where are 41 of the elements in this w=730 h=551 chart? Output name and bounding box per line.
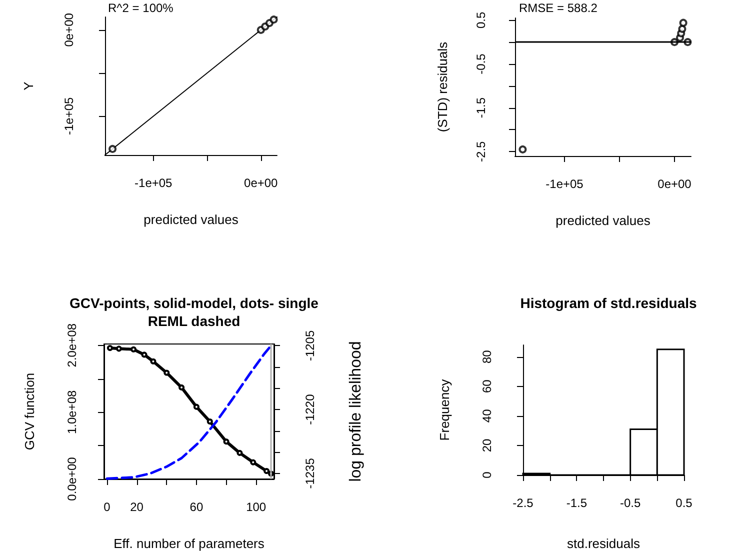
x-axis-title: predicted values	[144, 212, 239, 227]
y-tick-label: 40	[480, 408, 494, 423]
x-tick-label: 20	[130, 500, 144, 514]
y-tick-label: 0.0e+00	[65, 456, 79, 501]
x-tick-label: -1.5	[566, 496, 588, 510]
chart-title: Histogram of std.residuals	[520, 295, 698, 311]
y-tick-label: 2.0e+08	[65, 323, 79, 368]
y-tick-label: -0.5	[474, 53, 488, 74]
y-tick-label: -1.5	[474, 97, 488, 118]
y2-tick-label: -1220	[303, 394, 317, 425]
y2-tick-label: -1235	[303, 458, 317, 489]
x-tick-label: 0e+00	[658, 177, 692, 191]
x-axis-title: Eff. number of parameters	[114, 536, 265, 551]
y-tick-label: 0.5	[474, 12, 488, 29]
y-tick-label: 60	[480, 379, 494, 394]
x-tick-label: 0.5	[676, 496, 693, 510]
x-tick-label: -1e+05	[134, 176, 173, 190]
x-tick-label: -1e+05	[546, 177, 584, 191]
y-axis-title: Frequency	[437, 378, 452, 441]
y-tick-label: 80	[480, 350, 494, 364]
text: RMSE = 588.2	[519, 1, 598, 15]
y-tick-label: -2.5	[474, 140, 488, 162]
x-tick-label: 60	[190, 500, 204, 514]
y-tick-label: 0	[480, 471, 494, 478]
y-tick-label: 20	[480, 438, 494, 452]
y-axis-title: (STD) residuals	[435, 41, 450, 132]
x-tick-label: 0e+00	[244, 176, 278, 190]
y-tick-label: -1e+05	[62, 97, 76, 136]
x-tick-label: -0.5	[620, 496, 641, 510]
y-tick-label: 0e+00	[62, 12, 76, 47]
y-axis-title: GCV function	[22, 372, 37, 450]
x-tick-label: 0	[104, 500, 111, 514]
x-axis-title: std.residuals	[567, 536, 640, 551]
x-tick-label: 100	[246, 500, 266, 514]
x-axis-title: predicted values	[556, 213, 651, 228]
x-tick-label: -2.5	[512, 496, 534, 510]
y2-axis-title: log profile likelihood	[348, 341, 364, 482]
y2-tick-label: -1205	[303, 330, 317, 362]
y-tick-label: 1.0e+08	[65, 390, 79, 434]
text: R^2 = 100%	[108, 1, 174, 15]
y-axis-title: Y	[21, 81, 36, 90]
